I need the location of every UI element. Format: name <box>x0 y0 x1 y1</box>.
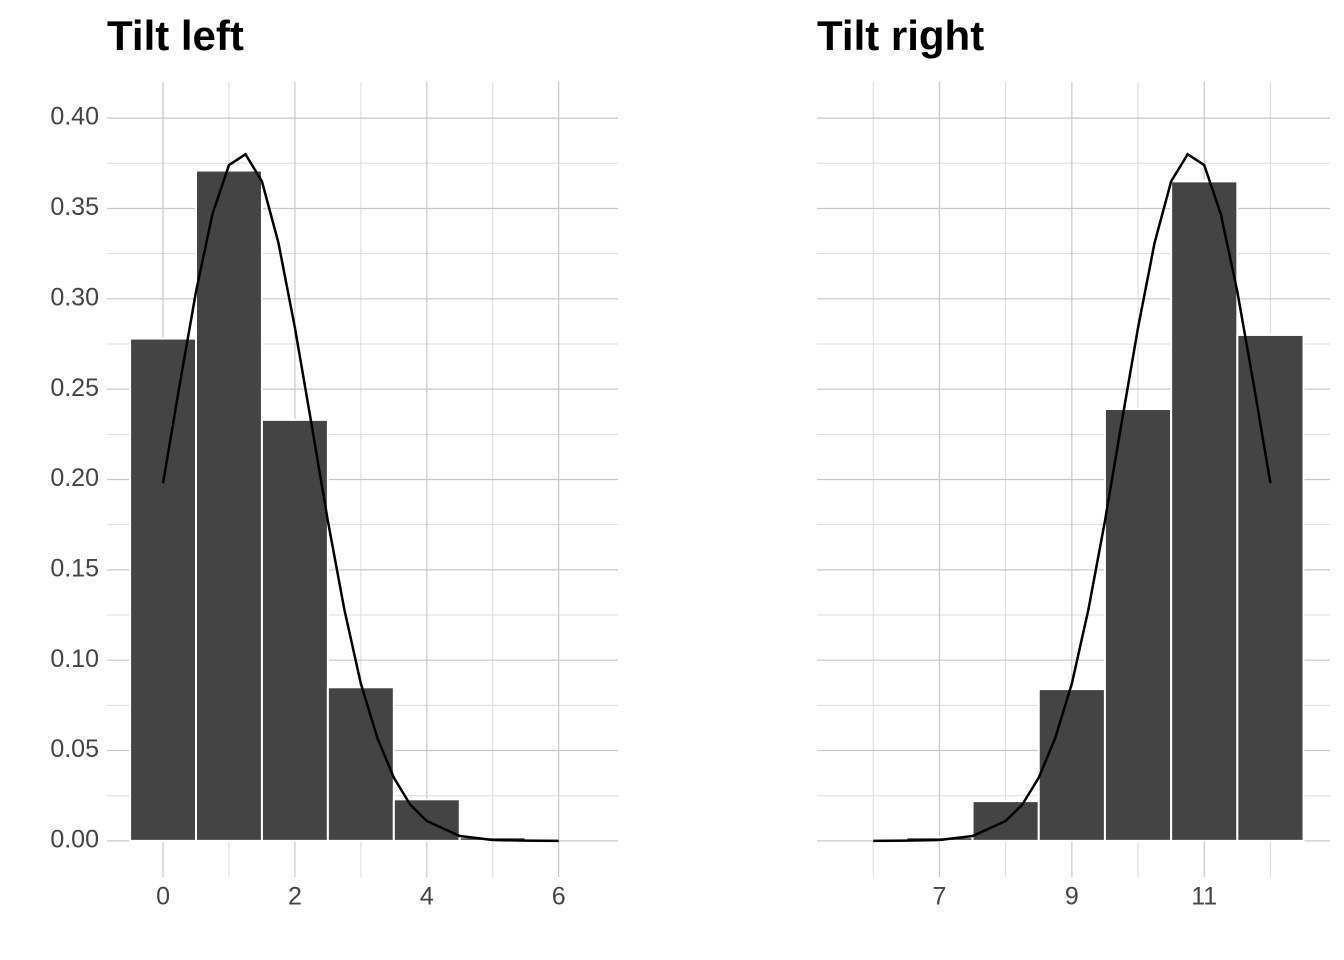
x-tick-label: 6 <box>552 883 566 911</box>
x-tick-label: 4 <box>420 883 434 911</box>
panel-title: Tilt right <box>817 12 984 59</box>
x-tick-label: 2 <box>288 883 302 911</box>
y-tick-label: 0.05 <box>50 735 99 763</box>
bar <box>1103 408 1173 842</box>
density-curve <box>873 152 1272 843</box>
x-tick-label: 0 <box>156 883 170 911</box>
y-tick-label: 0.15 <box>50 554 99 582</box>
bar <box>195 169 263 842</box>
y-tick-label: 0.40 <box>50 103 99 131</box>
bar <box>326 686 395 842</box>
x-tick-label: 9 <box>1065 883 1079 911</box>
bar <box>1170 180 1239 842</box>
bar <box>1236 333 1305 842</box>
x-tick-label: 7 <box>933 883 947 911</box>
bar <box>1037 688 1106 842</box>
panel-title: Tilt left <box>107 12 244 59</box>
x-tick-label: 11 <box>1191 883 1217 911</box>
y-tick-label: 0.20 <box>50 464 99 492</box>
density-curve <box>161 152 559 843</box>
y-tick-label: 0.30 <box>50 283 99 311</box>
y-tick-label: 0.10 <box>50 645 99 673</box>
bar <box>260 418 329 842</box>
bar <box>129 337 198 842</box>
y-tick-label: 0.35 <box>50 193 99 221</box>
y-tick-label: 0.25 <box>50 374 99 402</box>
y-tick-label: 0.00 <box>50 825 99 853</box>
